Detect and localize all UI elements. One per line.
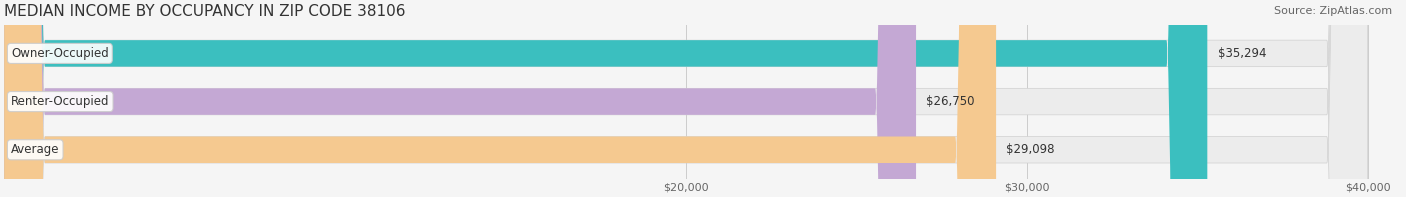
FancyBboxPatch shape bbox=[4, 0, 917, 197]
FancyBboxPatch shape bbox=[4, 0, 1368, 197]
Text: $26,750: $26,750 bbox=[927, 95, 974, 108]
FancyBboxPatch shape bbox=[4, 0, 1368, 197]
FancyBboxPatch shape bbox=[4, 0, 1368, 197]
FancyBboxPatch shape bbox=[4, 0, 995, 197]
Text: MEDIAN INCOME BY OCCUPANCY IN ZIP CODE 38106: MEDIAN INCOME BY OCCUPANCY IN ZIP CODE 3… bbox=[4, 4, 406, 19]
Text: $35,294: $35,294 bbox=[1218, 47, 1265, 60]
Text: $29,098: $29,098 bbox=[1007, 143, 1054, 156]
Text: Owner-Occupied: Owner-Occupied bbox=[11, 47, 108, 60]
Text: Renter-Occupied: Renter-Occupied bbox=[11, 95, 110, 108]
Text: Source: ZipAtlas.com: Source: ZipAtlas.com bbox=[1274, 6, 1392, 16]
FancyBboxPatch shape bbox=[4, 0, 1208, 197]
Text: Average: Average bbox=[11, 143, 59, 156]
